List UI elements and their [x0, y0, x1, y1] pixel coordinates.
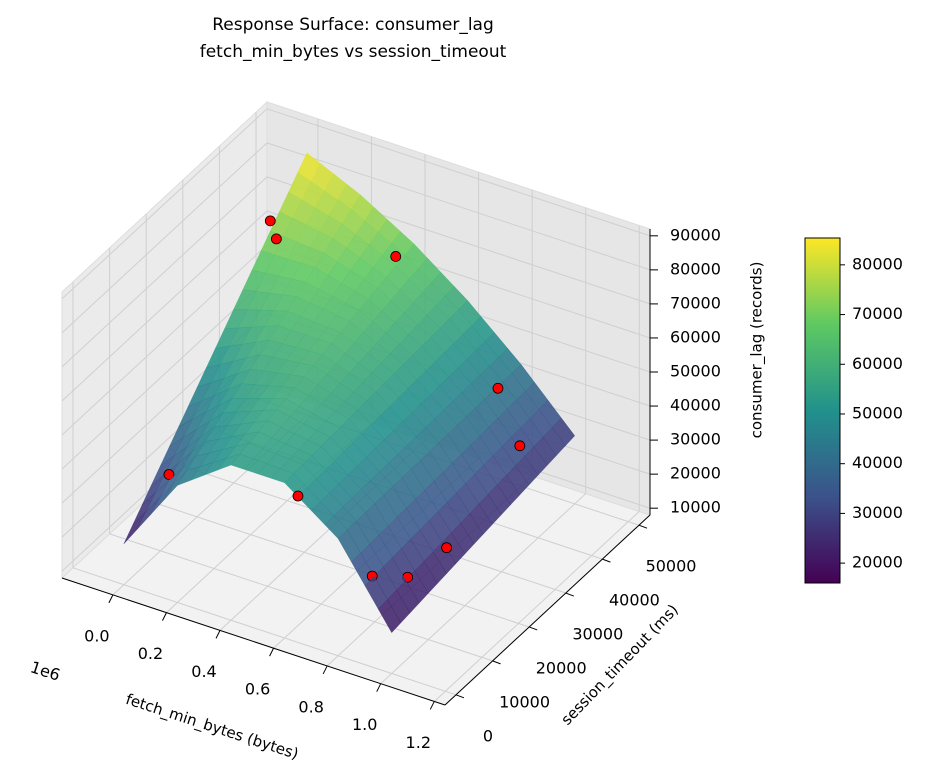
chart-subtitle: fetch_min_bytes vs session_timeout: [200, 42, 507, 62]
data-point: [441, 542, 453, 554]
colorbar-tick-label: 80000: [852, 254, 903, 273]
colorbar-tick-label: 30000: [852, 503, 903, 522]
grid-line: [146, 499, 530, 628]
x-tick-label: 0.4: [191, 662, 216, 681]
z-axis-label: consumer_lag (records): [748, 262, 767, 439]
grid-line: [61, 210, 268, 402]
y-tick-label: 0: [483, 726, 493, 745]
y-axis: [444, 514, 651, 706]
grid-line: [61, 108, 268, 300]
x-tick: [376, 683, 382, 692]
y-tick: [638, 524, 648, 529]
y-tick-label: 40000: [609, 591, 660, 610]
grid-line: [61, 142, 268, 334]
y-tick-label: 30000: [572, 625, 623, 644]
x-tick-label: 0.2: [138, 644, 163, 663]
colorbar-tick-label: 50000: [852, 403, 903, 422]
y-tick: [565, 592, 574, 597]
y-tick: [492, 660, 501, 665]
x-axis: [61, 577, 446, 706]
data-point: [390, 251, 402, 262]
x-tick: [269, 647, 275, 657]
y-tick: [529, 626, 538, 631]
x-tick-label: 1.0: [352, 715, 377, 734]
data-point: [292, 490, 304, 502]
x-tick: [322, 665, 328, 675]
x-axis-label: fetch_min_bytes (bytes): [123, 690, 301, 764]
z-tick-label: 70000: [670, 293, 721, 312]
chart-title: Response Surface: consumer_lag: [212, 15, 494, 35]
grid-line: [72, 567, 457, 696]
x-tick-label: 0.8: [298, 697, 323, 716]
colorbar-tick-label: 20000: [852, 553, 903, 572]
x-tick-label: 0.6: [245, 680, 270, 699]
grid-line: [266, 142, 651, 271]
colorbar-tick-label: 40000: [852, 453, 903, 472]
z-tick-label: 30000: [670, 430, 721, 449]
x-tick: [108, 594, 114, 604]
z-tick-label: 60000: [670, 327, 721, 346]
grid-line: [380, 493, 587, 685]
y-tick-label: 20000: [536, 658, 587, 677]
data-point: [163, 469, 175, 480]
z-tick-label: 90000: [670, 225, 721, 244]
grid-line: [61, 176, 268, 368]
z-tick-label: 20000: [670, 464, 721, 483]
grid-line: [266, 108, 651, 237]
colorbar-tick-label: 70000: [852, 304, 903, 323]
x-offset-label: 1e6: [28, 657, 63, 684]
data-point: [270, 233, 282, 245]
data-point: [492, 382, 504, 394]
data-point: [264, 215, 276, 227]
x-tick-label: 0.0: [84, 626, 109, 645]
grid-line: [109, 533, 493, 662]
y-tick-label: 10000: [499, 692, 550, 711]
z-tick-label: 80000: [670, 259, 721, 278]
z-tick-label: 10000: [670, 498, 721, 517]
data-point: [514, 440, 526, 452]
x-tick: [215, 630, 221, 639]
z-tick-label: 40000: [670, 396, 721, 415]
colorbar-tick-label: 60000: [852, 354, 903, 373]
y-tick: [602, 558, 611, 563]
grid-line: [433, 511, 640, 702]
x-tick-label: 1.2: [406, 733, 431, 752]
x-tick: [162, 612, 167, 621]
surface-patch: [378, 599, 402, 633]
z-tick-label: 50000: [670, 362, 721, 381]
colorbar: [804, 237, 841, 584]
y-tick: [455, 694, 465, 699]
grid-line: [61, 244, 268, 436]
y-tick-label: 50000: [646, 557, 697, 576]
x-tick: [429, 701, 435, 710]
